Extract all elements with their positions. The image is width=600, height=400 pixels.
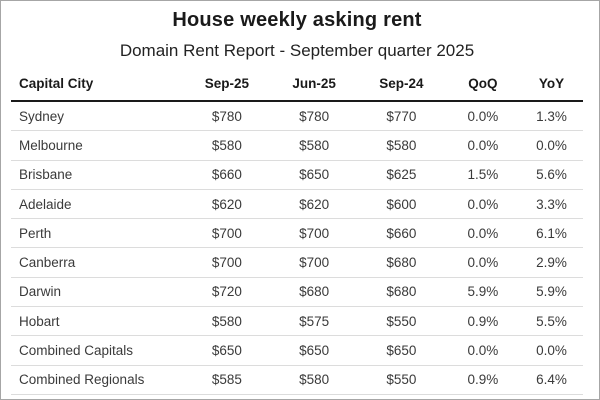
table-row: Canberra $700 $700 $680 0.0% 2.9% bbox=[11, 247, 583, 278]
city-cell: Hobart bbox=[11, 306, 183, 337]
value-cell: $550 bbox=[357, 365, 446, 395]
page-subtitle: Domain Rent Report - September quarter 2… bbox=[119, 41, 475, 60]
value-cell: $580 bbox=[271, 130, 358, 161]
value-cell: 2.9% bbox=[520, 247, 583, 278]
value-cell: 5.6% bbox=[520, 160, 583, 190]
column-header-qoq: QoQ bbox=[445, 70, 521, 102]
value-cell: 1.5% bbox=[445, 160, 521, 190]
value-cell: 0.0% bbox=[445, 101, 521, 132]
rent-table-body: Sydney $780 $780 $770 0.0% 1.3% Melbourne $580 $… bbox=[11, 101, 583, 395]
value-cell: $625 bbox=[357, 160, 446, 190]
value-cell: 0.0% bbox=[445, 130, 521, 161]
column-header-sep-25: Sep-25 bbox=[182, 70, 272, 102]
column-header-jun-25: Jun-25 bbox=[271, 70, 358, 102]
value-cell: $680 bbox=[357, 247, 446, 278]
table-row: Adelaide $620 $620 $600 0.0% 3.3% bbox=[11, 189, 583, 220]
value-cell: $620 bbox=[182, 189, 272, 220]
value-cell: $700 bbox=[271, 247, 358, 278]
value-cell: $580 bbox=[357, 130, 446, 161]
city-cell: Darwin bbox=[11, 277, 183, 308]
value-cell: 0.0% bbox=[445, 218, 521, 249]
table-row: Combined Capitals $650 $650 $650 0.0% 0.0% bbox=[11, 335, 583, 366]
value-cell: 0.0% bbox=[520, 130, 583, 161]
table-row: Perth $700 $700 $660 0.0% 6.1% bbox=[11, 218, 583, 249]
value-cell: 5.5% bbox=[520, 306, 583, 337]
value-cell: $580 bbox=[271, 365, 358, 395]
value-cell: $680 bbox=[271, 277, 358, 308]
value-cell: $780 bbox=[271, 101, 358, 132]
column-header-sep-24: Sep-24 bbox=[357, 70, 446, 102]
value-cell: $700 bbox=[182, 218, 272, 249]
value-cell: $650 bbox=[357, 335, 446, 366]
city-cell: Perth bbox=[11, 218, 183, 249]
rent-table-header: Capital City Sep-25 Jun-25 Sep-24 QoQ Yo… bbox=[11, 70, 583, 102]
table-row: Sydney $780 $780 $770 0.0% 1.3% bbox=[11, 101, 583, 132]
value-cell: $650 bbox=[182, 335, 272, 366]
value-cell: $650 bbox=[271, 160, 358, 190]
value-cell: $600 bbox=[357, 189, 446, 220]
value-cell: 1.3% bbox=[520, 101, 583, 132]
table-row: Brisbane $660 $650 $625 1.5% 5.6% bbox=[11, 160, 583, 190]
city-cell: Combined Capitals bbox=[11, 335, 183, 366]
city-cell: Melbourne bbox=[11, 130, 183, 161]
value-cell: 6.4% bbox=[520, 365, 583, 395]
value-cell: $780 bbox=[182, 101, 272, 132]
value-cell: $620 bbox=[271, 189, 358, 220]
column-header-yoy: YoY bbox=[520, 70, 583, 102]
value-cell: $680 bbox=[357, 277, 446, 308]
value-cell: $660 bbox=[182, 160, 272, 190]
value-cell: $700 bbox=[271, 218, 358, 249]
value-cell: 0.0% bbox=[445, 247, 521, 278]
city-cell: Adelaide bbox=[11, 189, 183, 220]
value-cell: $700 bbox=[182, 247, 272, 278]
value-cell: $650 bbox=[271, 335, 358, 366]
value-cell: 0.9% bbox=[445, 306, 521, 337]
value-cell: 0.0% bbox=[445, 335, 521, 366]
city-cell: Canberra bbox=[11, 247, 183, 278]
table-row: Combined Regionals $585 $580 $550 0.9% 6.4% bbox=[11, 365, 583, 395]
value-cell: 0.0% bbox=[445, 189, 521, 220]
value-cell: $580 bbox=[182, 130, 272, 161]
value-cell: $720 bbox=[182, 277, 272, 308]
value-cell: 0.9% bbox=[445, 365, 521, 395]
value-cell: $575 bbox=[271, 306, 358, 337]
table-row: Melbourne $580 $580 $580 0.0% 0.0% bbox=[11, 130, 583, 161]
table-row: Darwin $720 $680 $680 5.9% 5.9% bbox=[11, 277, 583, 308]
value-cell: $585 bbox=[182, 365, 272, 395]
value-cell: 6.1% bbox=[520, 218, 583, 249]
value-cell: 3.3% bbox=[520, 189, 583, 220]
page-title: House weekly asking rent bbox=[172, 9, 422, 31]
value-cell: $550 bbox=[357, 306, 446, 337]
value-cell: 5.9% bbox=[445, 277, 521, 308]
value-cell: $770 bbox=[357, 101, 446, 132]
value-cell: $580 bbox=[182, 306, 272, 337]
rent-table: Capital City Sep-25 Jun-25 Sep-24 QoQ Yo… bbox=[11, 70, 583, 395]
column-header-capital-city: Capital City bbox=[11, 70, 183, 102]
city-cell: Brisbane bbox=[11, 160, 183, 190]
value-cell: 5.9% bbox=[520, 277, 583, 308]
header-row: Capital City Sep-25 Jun-25 Sep-24 QoQ Yo… bbox=[11, 70, 583, 102]
city-cell: Sydney bbox=[11, 101, 183, 132]
value-cell: 0.0% bbox=[520, 335, 583, 366]
table-row: Hobart $580 $575 $550 0.9% 5.5% bbox=[11, 306, 583, 337]
city-cell: Combined Regionals bbox=[11, 365, 183, 395]
value-cell: $660 bbox=[357, 218, 446, 249]
